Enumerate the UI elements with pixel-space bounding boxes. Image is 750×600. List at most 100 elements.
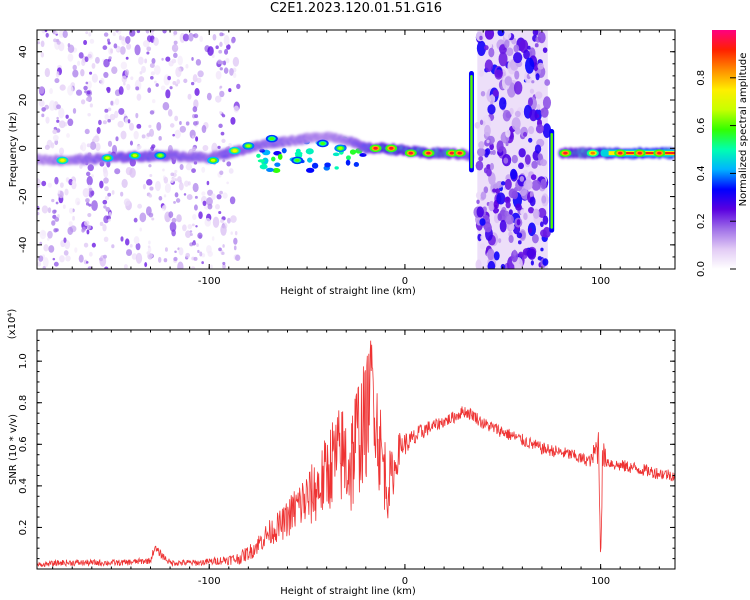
noise-speck [95,142,101,152]
bright-spot [210,158,216,162]
noise-speck [41,180,47,187]
noise-speck [478,156,484,162]
noise-speck [511,117,521,131]
noise-speck [479,218,486,226]
noise-speck [71,180,76,186]
noise-speck [173,40,178,45]
noise-speck [103,236,109,242]
noise-speck [149,110,155,115]
noise-speck [83,242,89,248]
noise-speck [77,201,80,205]
heatmap-xtick-label: 0 [402,276,408,287]
noise-speck [150,71,156,76]
noise-speck [128,122,135,131]
noise-speck [544,79,551,86]
noise-speck [497,213,502,221]
noise-speck [224,48,229,55]
noise-speck [144,262,148,268]
noise-speck [120,191,124,197]
noise-speck [53,261,59,267]
noise-speck [174,169,178,174]
noise-speck [219,170,224,176]
heatmap-frame [36,29,676,270]
noise-speck [135,252,143,264]
noise-speck [540,178,547,190]
colorbar-tick-label: 0.4 [696,165,707,181]
noise-speck [236,83,241,90]
noise-speck [67,44,75,53]
noise-speck [86,90,91,95]
noise-speck [532,234,539,244]
noise-speck [111,244,115,249]
noise-speck [218,49,223,54]
noise-speck [80,99,86,105]
ridge-blob [349,149,357,155]
noise-speck [110,100,114,106]
noise-speck [487,248,495,261]
noise-speck [52,129,58,135]
noise-speck [75,89,83,96]
noise-speck [518,148,526,158]
noise-speck [514,110,521,118]
vertical-streak-core [470,75,473,169]
noise-speck [68,207,74,214]
noise-speck [165,89,171,99]
noise-speck [191,223,195,227]
noise-speck [174,192,179,198]
noise-speck [57,189,61,194]
noise-speck [228,142,232,147]
noise-speck [67,84,74,96]
ridge-blob [305,167,315,173]
noise-speck [484,124,491,137]
noise-speck [58,120,66,129]
noise-speck [72,215,75,221]
noise-speck [206,197,213,206]
line-ytick-label: 0.4 [18,478,29,494]
noise-speck [193,204,198,211]
noise-speck [89,251,93,257]
noise-speck [130,76,134,81]
noise-speck [84,56,89,63]
noise-speck [504,76,512,86]
noise-speck [67,53,74,62]
noise-speck [528,206,535,214]
noise-speck [107,107,112,112]
line-xtick-label: -100 [198,576,221,587]
noise-speck [524,57,535,74]
noise-speck [523,49,530,60]
noise-speck [226,44,231,50]
noise-speck [153,37,159,46]
noise-speck [201,261,204,265]
noise-speck [138,76,145,82]
noise-speck [483,186,489,194]
noise-speck [230,215,237,223]
noise-speck [82,188,90,198]
noise-speck [147,87,152,94]
noise-speck [187,223,193,230]
noise-speck [216,194,222,200]
noise-speck [93,135,100,143]
noise-speck [477,233,482,242]
noise-speck [86,143,91,148]
noise-speck [173,52,178,59]
noise-speck [89,71,93,75]
noise-speck [47,182,53,188]
noise-speck [218,210,222,215]
bright-spot [295,158,300,162]
noise-speck [192,74,198,83]
noise-speck [214,204,220,210]
noise-speck [39,241,43,246]
ridge-blob [262,157,269,164]
noise-speck [488,200,495,212]
noise-speck [194,88,200,96]
line-ytick-label: 0.2 [18,519,29,535]
ridge-blob [281,147,287,154]
noise-speck [197,249,200,253]
noise-speck [85,97,91,102]
noise-speck [175,198,181,203]
noise-speck [229,68,234,76]
noise-speck [138,56,144,65]
noise-speck [136,30,141,34]
noise-speck [197,232,203,239]
noise-speck [162,102,170,111]
